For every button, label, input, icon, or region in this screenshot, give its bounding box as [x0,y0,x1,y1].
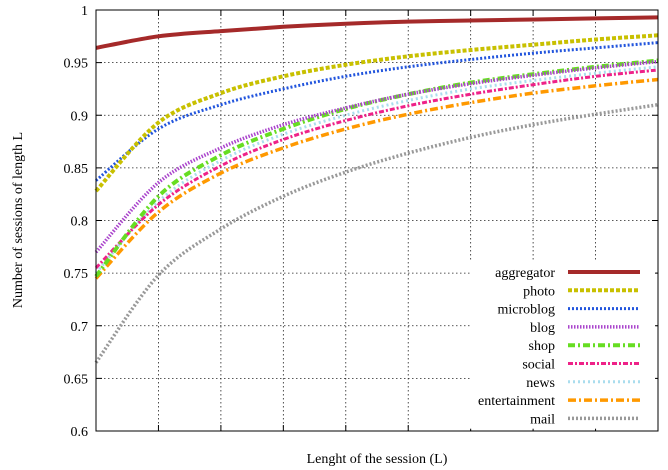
plot-frame [95,9,659,432]
x-axis-label: Lenght of the session (L) [307,452,448,467]
series-line-news [94,65,659,275]
legend-label-mail: mail [530,412,555,427]
legend-label-microblog: microblog [497,303,555,318]
y-axis-ticks: 0.6 0.65 0.7 0.75 0.8 0.85 0.9 0.95 1 [64,4,658,440]
y-tick-label: 0.9 [71,109,89,124]
legend-label-news: news [526,376,555,391]
y-tick-label: 0.85 [64,162,89,177]
series-line-shop [94,58,659,278]
legend-label-aggregator: aggregator [495,266,555,281]
series-line-microblog [95,41,659,182]
y-tick-label: 0.75 [64,267,89,282]
legend-label-shop: shop [529,339,555,354]
y-tick-label: 0.65 [64,372,89,387]
legend-label-entertainment: entertainment [478,394,555,409]
y-tick-label: 0.7 [71,320,89,335]
series-line-entertainment [94,77,659,280]
legend-label-photo: photo [523,284,555,299]
series-line-aggregator [95,15,659,50]
y-tick-label: 1 [81,4,88,19]
legend: aggregator photo microblog blog shop social ne… [470,260,655,429]
y-tick-label: 0.95 [64,57,89,72]
series-line-blog [94,59,659,254]
series-line-photo [94,33,659,193]
series-line-mail [94,102,659,364]
y-tick-label: 0.6 [71,425,89,440]
legend-label-blog: blog [530,321,555,336]
y-tick-label: 0.8 [71,215,89,230]
y-axis-label: Number of sessions of length L [11,132,26,308]
series-line-social [94,68,659,269]
series-lines [94,15,659,364]
legend-label-social: social [522,358,555,373]
